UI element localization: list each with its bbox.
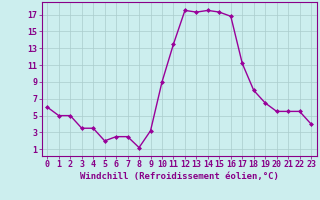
X-axis label: Windchill (Refroidissement éolien,°C): Windchill (Refroidissement éolien,°C) [80, 172, 279, 181]
